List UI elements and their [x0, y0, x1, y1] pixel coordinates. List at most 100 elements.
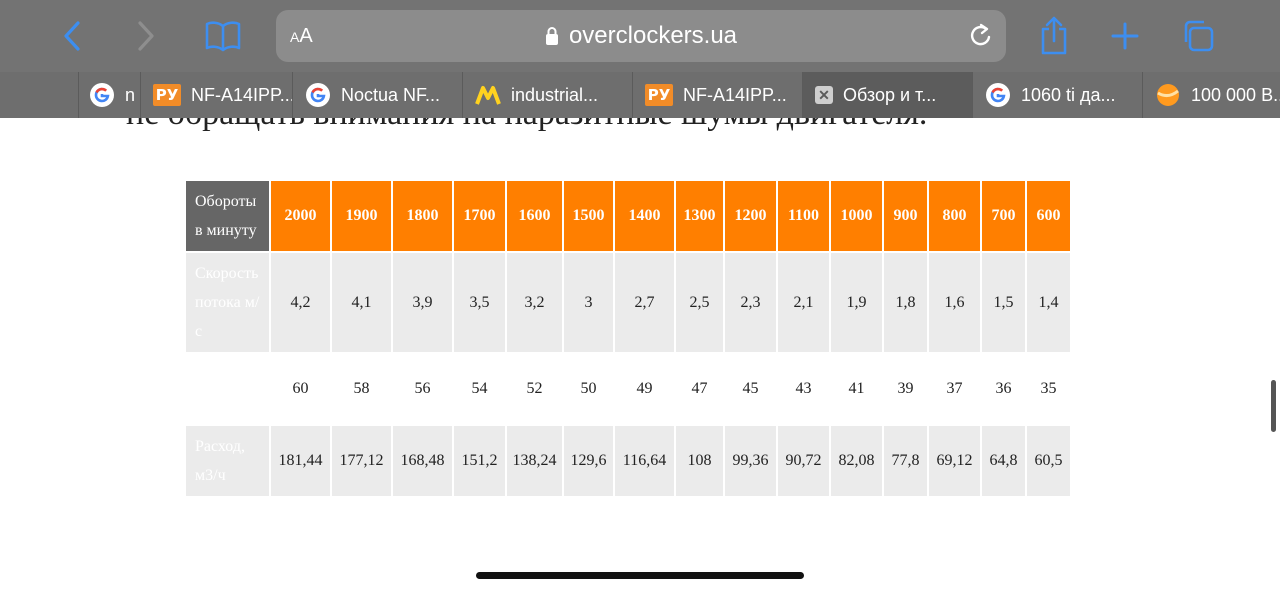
speed-cell: 3,5: [452, 251, 507, 354]
noise-cell: 35: [1025, 352, 1072, 426]
back-button[interactable]: [58, 18, 86, 54]
flow-cell: 177,12: [330, 424, 393, 498]
noise-cell: 41: [829, 352, 884, 426]
market-icon: [475, 82, 501, 108]
flow-cell: 82,08: [829, 424, 884, 498]
noise-row: Шум, дБ (А) 60 58 56 54 52 50 49 47 45 4…: [184, 352, 1072, 426]
share-icon: [1041, 16, 1067, 55]
tab-label: 100 000 В...: [1191, 84, 1280, 105]
noise-cell: 58: [330, 352, 393, 426]
speed-cell: 3,2: [505, 251, 564, 354]
tab-nf-a14ipp-2[interactable]: РУ NF-A14IPP...: [632, 72, 802, 118]
flow-cell: 138,24: [505, 424, 564, 498]
noise-cell: 52: [505, 352, 564, 426]
flow-row: Расход, м3/ч 181,44 177,12 168,48 151,2 …: [184, 424, 1072, 498]
url-text[interactable]: overclockers.ua: [568, 22, 738, 49]
noise-cell: 47: [674, 352, 725, 426]
flow-cell: 181,44: [269, 424, 332, 498]
tab-label: n: [125, 84, 136, 105]
speed-cell: 2,7: [613, 251, 676, 354]
tab-1060ti[interactable]: 1060 ti да...: [972, 72, 1142, 118]
rpm-cell: 900: [882, 179, 929, 253]
tab-label: Noctua NF...: [341, 84, 441, 105]
flow-cell: 108: [674, 424, 725, 498]
flow-cell: 64,8: [980, 424, 1027, 498]
flow-cell: 60,5: [1025, 424, 1072, 498]
rpm-cell: 1400: [613, 179, 676, 253]
ru-icon: РУ: [645, 84, 673, 106]
noise-cell: 49: [613, 352, 676, 426]
rpm-cell: 1000: [829, 179, 884, 253]
reload-icon: [970, 23, 991, 46]
google-icon: [985, 82, 1011, 108]
rpm-cell: 1100: [776, 179, 831, 253]
speed-cell: 3: [562, 251, 615, 354]
vertical-scrollbar[interactable]: [1271, 380, 1276, 432]
tab-noctua[interactable]: Noctua NF...: [292, 72, 462, 118]
share-button[interactable]: [1036, 14, 1072, 56]
noise-cell: 54: [452, 352, 507, 426]
speed-cell: 4,1: [330, 251, 393, 354]
rpm-cell: 1700: [452, 179, 507, 253]
tab-obzor-active[interactable]: ✕ Обзор и т...: [802, 72, 972, 118]
noise-cell: 37: [927, 352, 982, 426]
reload-button[interactable]: [968, 22, 994, 54]
address-bar[interactable]: AA overclockers.ua: [276, 10, 1006, 62]
flow-cell: 77,8: [882, 424, 929, 498]
noise-cell: 45: [723, 352, 778, 426]
tab-label: 1060 ti да...: [1021, 84, 1116, 105]
flow-cell: 69,12: [927, 424, 982, 498]
rpm-cell: 1200: [723, 179, 778, 253]
forward-button[interactable]: [132, 18, 160, 54]
tab-google-n[interactable]: n: [78, 72, 140, 118]
tabs-overview-button[interactable]: [1178, 16, 1218, 56]
rpm-cell: 1800: [391, 179, 454, 253]
rpm-row: Обороты в минуту 2000 1900 1800 1700 160…: [184, 179, 1072, 253]
fan-spec-table: Обороты в минуту 2000 1900 1800 1700 160…: [184, 179, 1072, 498]
speed-cell: 2,3: [723, 251, 778, 354]
close-icon[interactable]: ✕: [815, 86, 833, 104]
rpm-cell: 2000: [269, 179, 332, 253]
tab-nf-a14ipp-1[interactable]: РУ NF-A14IPP...: [140, 72, 292, 118]
flow-cell: 151,2: [452, 424, 507, 498]
home-indicator[interactable]: [476, 572, 804, 579]
google-icon: [89, 82, 115, 108]
browser-toolbar: AA overclockers.ua: [0, 0, 1280, 72]
row-header-speed: Скорость потока м/с: [184, 251, 271, 354]
noise-cell: 50: [562, 352, 615, 426]
new-tab-button[interactable]: [1108, 18, 1142, 54]
speed-cell: 1,9: [829, 251, 884, 354]
speed-cell: 4,2: [269, 251, 332, 354]
noise-cell: 36: [980, 352, 1027, 426]
row-header-noise: Шум, дБ (А): [184, 352, 271, 426]
noise-cell: 56: [391, 352, 454, 426]
page-settings-button[interactable]: AA: [290, 25, 313, 47]
chevron-left-icon: [64, 21, 80, 51]
flow-cell: 90,72: [776, 424, 831, 498]
chevron-right-icon: [138, 21, 154, 51]
rpm-cell: 700: [980, 179, 1027, 253]
flow-cell: 129,6: [562, 424, 615, 498]
rpm-cell: 800: [927, 179, 982, 253]
rpm-cell: 1300: [674, 179, 725, 253]
tabs-icon: [1184, 20, 1214, 52]
tab-label: industrial...: [511, 84, 599, 105]
tab-100000[interactable]: 100 000 В...: [1142, 72, 1280, 118]
book-icon: [205, 21, 241, 52]
orange-ball-icon: [1155, 82, 1181, 108]
ru-icon: РУ: [153, 84, 181, 106]
speed-cell: 3,9: [391, 251, 454, 354]
flow-cell: 99,36: [723, 424, 778, 498]
tab-label: Обзор и т...: [843, 84, 937, 105]
noise-cell: 60: [269, 352, 332, 426]
noise-cell: 43: [776, 352, 831, 426]
plus-icon: [1111, 22, 1139, 50]
tab-label: NF-A14IPP...: [683, 84, 787, 105]
tab-industrial[interactable]: industrial...: [462, 72, 632, 118]
rpm-cell: 1600: [505, 179, 564, 253]
row-header-flow: Расход, м3/ч: [184, 424, 271, 498]
speed-row: Скорость потока м/с 4,2 4,1 3,9 3,5 3,2 …: [184, 251, 1072, 354]
rpm-cell: 1500: [562, 179, 615, 253]
speed-cell: 1,8: [882, 251, 929, 354]
bookmarks-button[interactable]: [202, 18, 244, 54]
